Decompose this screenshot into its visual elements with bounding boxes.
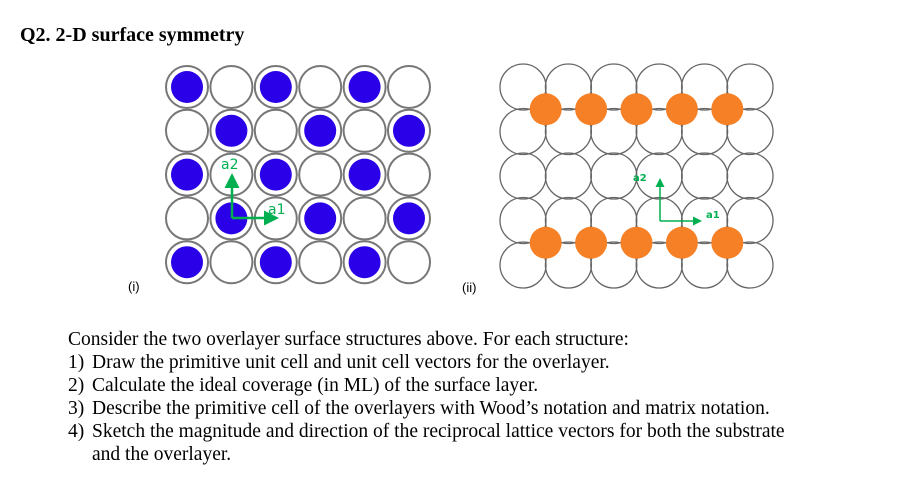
list-item-4-continued: and the overlayer. — [92, 444, 232, 465]
substrate-atom — [298, 152, 343, 197]
intro-text: Consider the two overlayer surface struc… — [68, 329, 629, 350]
substrate-atom — [726, 107, 774, 156]
substrate-atom — [298, 65, 343, 109]
adsorbate-atom — [215, 202, 248, 235]
adsorbate-atom — [348, 158, 381, 191]
substrate-atom — [726, 63, 774, 111]
substrate-atom — [590, 152, 638, 200]
figure-i-vectors: a1 a2 — [221, 157, 286, 226]
figure-ii-lattice — [499, 63, 774, 289]
adsorbate-atom — [171, 71, 203, 103]
adsorbate-atom — [259, 246, 292, 279]
substrate-atom — [165, 108, 209, 153]
adsorbate-atom — [711, 226, 744, 259]
adsorbate-atom — [665, 226, 698, 259]
adsorbate-atom — [393, 114, 425, 147]
overlayer-figures: a1 a2 a1 a2 — [165, 63, 774, 289]
substrate-atom — [209, 240, 254, 285]
a1-label: a1 — [268, 202, 286, 218]
substrate-atom — [298, 240, 343, 285]
adsorbate-atom — [171, 158, 203, 191]
adsorbate-atom — [529, 93, 562, 126]
substrate-atom — [680, 152, 729, 200]
substrate-atom — [209, 65, 254, 109]
adsorbate-atom — [711, 93, 744, 126]
adsorbate-atom — [620, 93, 653, 126]
adsorbate-atom — [393, 202, 425, 235]
adsorbate-atom — [259, 158, 292, 191]
figure-i-lattice — [165, 65, 431, 285]
figure-ii-caption: (ii) — [462, 280, 477, 295]
substrate-atom — [726, 196, 774, 245]
adsorbate-atom — [304, 202, 337, 235]
list-item-2: 2) Calculate the ideal coverage (in ML) o… — [68, 375, 539, 396]
substrate-atom — [342, 196, 387, 241]
adsorbate-atom — [171, 246, 203, 279]
adsorbate-atom — [348, 71, 381, 103]
a1-label: a1 — [706, 210, 720, 221]
substrate-atom — [253, 108, 298, 153]
adsorbate-atom — [575, 93, 608, 126]
substrate-atom — [387, 240, 431, 285]
substrate-atom — [387, 65, 431, 109]
figure-i-caption: (i) — [128, 279, 140, 294]
substrate-atom — [726, 241, 774, 289]
substrate-atom — [342, 108, 387, 153]
adsorbate-atom — [259, 71, 292, 103]
substrate-atom — [726, 152, 774, 200]
adsorbate-atom — [529, 226, 562, 259]
adsorbate-atom — [215, 114, 248, 147]
question-title: Q2. 2-D surface symmetry — [20, 24, 245, 46]
substrate-atom — [165, 196, 209, 241]
adsorbate-atom — [348, 246, 381, 279]
adsorbate-atom — [575, 226, 608, 259]
list-item-4: 4) Sketch the magnitude and direction of … — [68, 421, 785, 442]
adsorbate-atom — [304, 114, 337, 147]
adsorbate-atom — [620, 226, 653, 259]
list-item-3: 3) Describe the primitive cell of the ove… — [68, 398, 770, 419]
a2-label: a2 — [633, 173, 647, 184]
adsorbate-atom — [665, 93, 698, 126]
substrate-atom — [544, 152, 593, 200]
figure-ii-vectors: a1 a2 — [633, 173, 720, 226]
substrate-atom — [387, 152, 431, 197]
substrate-atom — [499, 152, 547, 200]
list-item-1: 1) Draw the primitive unit cell and unit … — [68, 352, 610, 373]
a2-label: a2 — [221, 157, 239, 173]
